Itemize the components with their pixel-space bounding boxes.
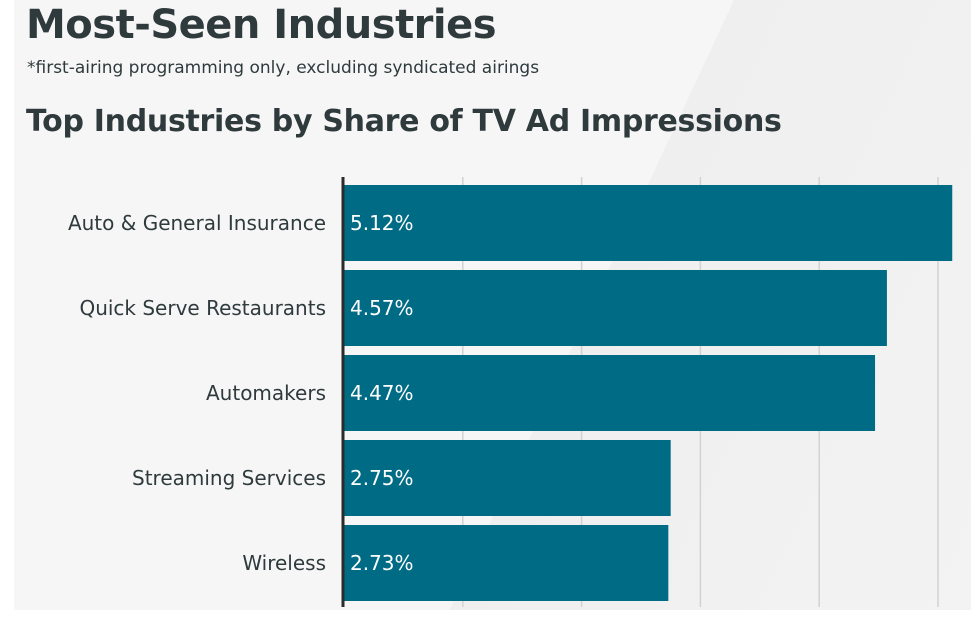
value-label: 5.12%: [350, 211, 414, 235]
value-label: 2.73%: [350, 551, 414, 575]
category-label: Quick Serve Restaurants: [79, 296, 326, 320]
bar: [344, 185, 953, 261]
bar: [344, 525, 669, 601]
category-label: Streaming Services: [132, 466, 326, 490]
bar: [344, 355, 876, 431]
chart-title: Top Industries by Share of TV Ad Impress…: [26, 104, 782, 139]
value-label: 4.47%: [350, 381, 414, 405]
category-label: Automakers: [206, 381, 326, 405]
bar: [344, 270, 887, 346]
category-label: Auto & General Insurance: [68, 211, 326, 235]
category-label: Wireless: [242, 551, 326, 575]
value-label: 2.75%: [350, 466, 414, 490]
page-subtitle: *first-airing programming only, excludin…: [27, 58, 540, 78]
page-title: Most-Seen Industries: [26, 2, 497, 48]
value-label: 4.57%: [350, 296, 414, 320]
bar: [344, 440, 671, 516]
